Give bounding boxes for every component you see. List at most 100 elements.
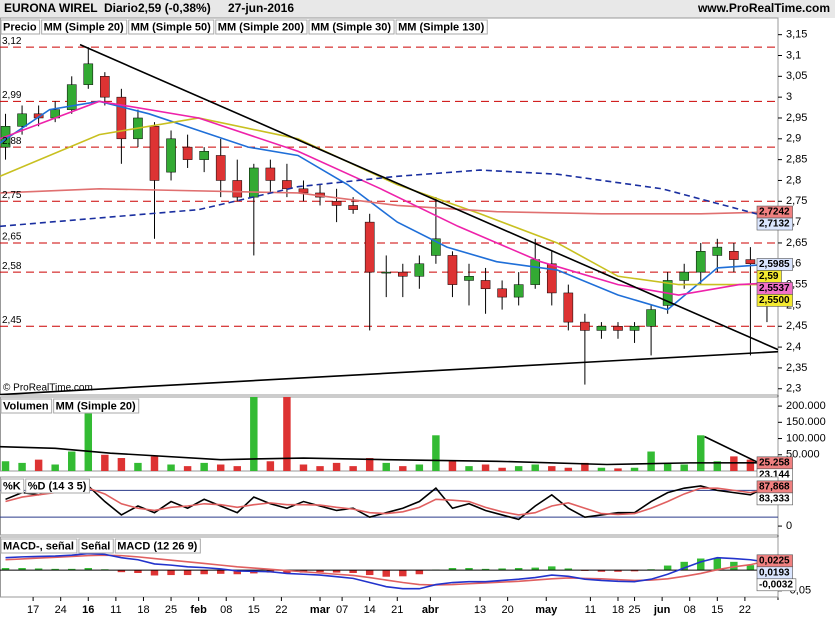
bar bbox=[415, 464, 424, 471]
candle-body bbox=[116, 96, 127, 140]
bar bbox=[399, 466, 407, 471]
value-tag bbox=[756, 294, 793, 307]
candle-body bbox=[646, 309, 656, 327]
bar bbox=[614, 570, 622, 572]
candle-body bbox=[480, 280, 491, 290]
bar bbox=[233, 466, 241, 471]
candle-body bbox=[596, 326, 607, 331]
bar bbox=[647, 451, 655, 471]
level-label: 2,58 bbox=[2, 261, 22, 272]
legend-label: MM (Simple 200) bbox=[218, 21, 305, 33]
y-tick-label: 2,35 bbox=[786, 362, 807, 374]
x-tick-label: 18 bbox=[137, 604, 149, 616]
candle-body bbox=[66, 84, 77, 110]
x-tick-label: 08 bbox=[220, 604, 232, 616]
plot-area bbox=[0, 552, 778, 590]
x-tick-label: jun bbox=[653, 604, 671, 616]
x-tick-label: 17 bbox=[27, 604, 39, 616]
value-tag-label: 2,5537 bbox=[759, 283, 790, 294]
series-line bbox=[0, 117, 767, 286]
series-line bbox=[5, 487, 768, 516]
candle-body bbox=[149, 126, 160, 181]
bar bbox=[680, 561, 688, 571]
series-line bbox=[0, 187, 767, 215]
bar bbox=[332, 570, 341, 573]
bar bbox=[614, 468, 622, 471]
candle-body bbox=[199, 151, 209, 160]
series-line bbox=[0, 169, 768, 228]
candle-body bbox=[695, 251, 706, 273]
value-tag bbox=[756, 492, 793, 506]
bar bbox=[548, 466, 556, 471]
y-tick-label: 200.000 bbox=[786, 400, 826, 412]
y-tick-label: 2,85 bbox=[786, 154, 807, 166]
bar bbox=[51, 464, 59, 471]
x-tick-label: 25 bbox=[165, 604, 177, 616]
bar bbox=[1, 568, 10, 571]
value-tag bbox=[756, 578, 797, 592]
bar bbox=[514, 568, 523, 571]
bar bbox=[663, 565, 672, 571]
bar bbox=[299, 464, 308, 471]
bar bbox=[316, 466, 324, 471]
x-tick-label: may bbox=[535, 604, 558, 616]
plot-area bbox=[0, 485, 778, 521]
bar bbox=[34, 568, 43, 571]
bar bbox=[746, 459, 755, 471]
x-tick-label: 21 bbox=[391, 604, 403, 616]
value-tag-label: 2,5985 bbox=[759, 259, 790, 270]
bar bbox=[448, 568, 457, 571]
candle-body bbox=[298, 188, 309, 194]
value-tag-label: 0,0225 bbox=[759, 555, 790, 566]
series-line bbox=[5, 485, 768, 521]
candle-body bbox=[17, 113, 27, 127]
candle-body bbox=[712, 246, 723, 256]
bar bbox=[498, 568, 506, 571]
bar bbox=[134, 462, 142, 471]
bar bbox=[697, 558, 705, 571]
bar bbox=[101, 454, 109, 471]
legend-box bbox=[128, 19, 215, 35]
legend-label: MACD (12 26 9) bbox=[117, 540, 197, 552]
trendline bbox=[0, 350, 778, 395]
y-tick-label: 3,15 bbox=[786, 29, 807, 41]
legend-label: %D (14 3 5) bbox=[28, 480, 87, 492]
bar bbox=[713, 558, 722, 571]
y-tick-label: 2,45 bbox=[786, 320, 807, 332]
legend-box bbox=[41, 19, 128, 35]
candle-body bbox=[546, 263, 557, 294]
site: www.ProRealTime.com bbox=[697, 1, 830, 15]
series-line bbox=[0, 445, 767, 466]
bar bbox=[183, 570, 192, 576]
legend-label: Señal bbox=[81, 540, 110, 552]
bar bbox=[564, 467, 573, 471]
legend-label: MM (Simple 30) bbox=[311, 21, 391, 33]
candle-body bbox=[100, 76, 110, 98]
bar bbox=[465, 568, 473, 571]
bar bbox=[68, 568, 76, 571]
bar bbox=[713, 461, 722, 471]
legend-label: MM (Simple 20) bbox=[44, 21, 124, 33]
value-tag-label: 23.144 bbox=[759, 469, 790, 480]
bar bbox=[746, 565, 755, 571]
bar bbox=[134, 570, 142, 573]
legend-box bbox=[395, 19, 488, 35]
candle-body bbox=[629, 326, 640, 331]
bar bbox=[216, 464, 225, 471]
x-tick-label: 20 bbox=[502, 604, 514, 616]
candle-body bbox=[464, 276, 474, 281]
value-tag-label: -0,0032 bbox=[759, 579, 793, 590]
bar bbox=[34, 459, 43, 471]
candle-body bbox=[447, 255, 458, 285]
legend-label: MACD-, señal bbox=[3, 540, 74, 552]
value-tag-label: 83,333 bbox=[759, 494, 790, 505]
x-tick-label: 14 bbox=[364, 604, 376, 616]
bar bbox=[481, 464, 490, 471]
level-label: 2,65 bbox=[2, 232, 22, 243]
value-tag-label: 87,868 bbox=[759, 482, 790, 493]
x-tick-label: 24 bbox=[55, 604, 67, 616]
x-tick-label: 22 bbox=[275, 604, 287, 616]
candle-body bbox=[282, 180, 292, 190]
header-bar bbox=[0, 0, 835, 18]
